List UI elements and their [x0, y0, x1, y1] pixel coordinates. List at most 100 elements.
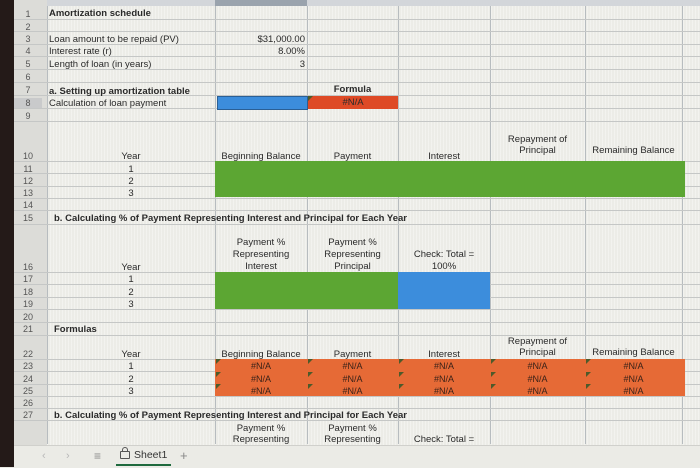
row-number[interactable]: 18 — [22, 287, 33, 297]
section-b-heading[interactable]: b. Calculating % of Payment Representing… — [54, 213, 408, 224]
remaining-balance-header[interactable]: Remaining Balance — [592, 145, 675, 156]
formulas-interest-pct-line1[interactable]: Payment % — [236, 423, 286, 434]
formula-header[interactable]: Formula — [333, 84, 372, 95]
formulas-section-b-heading[interactable]: b. Calculating % of Payment Representing… — [54, 410, 408, 421]
sheet-tab-sheet1[interactable]: Sheet1 — [116, 447, 172, 466]
row-number[interactable]: 13 — [22, 188, 33, 198]
section-b-year-value[interactable]: 1 — [128, 274, 134, 285]
column-header-bar[interactable] — [14, 0, 700, 6]
formula-cell[interactable]: #N/A — [433, 361, 454, 371]
amortization-answer-range[interactable] — [215, 161, 685, 197]
formula-cell[interactable]: #N/A — [433, 386, 454, 396]
year-value[interactable]: 2 — [128, 176, 134, 187]
formulas-repayment-header-line2[interactable]: Principal — [519, 347, 556, 358]
principal-pct-header-line3[interactable]: Principal — [334, 261, 371, 272]
formulas-year-value[interactable]: 3 — [128, 386, 134, 397]
row-number[interactable]: 7 — [25, 85, 31, 95]
sheet-title[interactable]: Amortization schedule — [49, 8, 151, 19]
formula-cell[interactable]: #N/A — [527, 386, 548, 396]
length-label[interactable]: Length of loan (in years) — [49, 59, 152, 70]
formulas-heading[interactable]: Formulas — [54, 324, 97, 335]
sheet-list-menu-icon[interactable]: ≡ — [94, 449, 102, 463]
spreadsheet-grid[interactable]: 1 2 3 4 5 6 7 8 9 10 11 12 13 14 15 16 1… — [14, 0, 700, 445]
next-sheet-icon[interactable]: › — [66, 450, 70, 462]
row-number[interactable]: 1 — [25, 9, 31, 19]
rate-label[interactable]: Interest rate (r) — [49, 46, 112, 57]
section-b-year-header[interactable]: Year — [121, 262, 141, 273]
formula-cell[interactable]: #N/A — [623, 374, 644, 384]
interest-pct-header-line2[interactable]: Representing — [232, 249, 290, 260]
add-sheet-icon[interactable]: + — [180, 448, 188, 463]
rate-value[interactable]: 8.00% — [278, 46, 305, 57]
year-header[interactable]: Year — [121, 151, 141, 162]
interest-header[interactable]: Interest — [428, 151, 460, 162]
beginning-balance-header[interactable]: Beginning Balance — [221, 151, 301, 162]
repayment-header-line2[interactable]: Principal — [519, 145, 556, 156]
row-number[interactable]: 12 — [22, 176, 33, 186]
row-number[interactable]: 20 — [22, 312, 33, 322]
row-number[interactable]: 25 — [22, 386, 33, 396]
row-number[interactable]: 26 — [22, 398, 33, 408]
row-number[interactable]: 4 — [25, 46, 31, 56]
column-b-header-selected[interactable] — [215, 0, 307, 6]
formulas-year-header[interactable]: Year — [121, 349, 141, 360]
formulas-remaining-balance-header[interactable]: Remaining Balance — [592, 347, 675, 358]
section-b-year-value[interactable]: 2 — [128, 287, 134, 298]
formula-cell[interactable]: #N/A — [250, 361, 271, 371]
row-number[interactable]: 17 — [22, 274, 33, 284]
formulas-check-line1[interactable]: Check: Total = — [413, 434, 475, 445]
row-number[interactable]: 21 — [22, 324, 33, 334]
payment-header[interactable]: Payment — [333, 151, 372, 162]
interest-pct-header-line3[interactable]: Interest — [245, 261, 277, 272]
row-number[interactable]: 24 — [22, 374, 33, 384]
row-number[interactable]: 11 — [23, 164, 33, 174]
row-number[interactable]: 27 — [22, 410, 33, 420]
interest-pct-header-line1[interactable]: Payment % — [236, 237, 286, 248]
formulas-beginning-balance-header[interactable]: Beginning Balance — [221, 349, 301, 360]
year-value[interactable]: 3 — [128, 188, 134, 199]
formulas-principal-pct-line1[interactable]: Payment % — [328, 423, 377, 434]
formula-cell[interactable]: #N/A — [250, 386, 271, 396]
formulas-repayment-header-line1[interactable]: Repayment of — [507, 336, 568, 347]
percentage-answer-range[interactable] — [215, 272, 398, 309]
formula-error-cell[interactable]: #N/A — [308, 96, 398, 109]
formula-cell[interactable]: #N/A — [623, 361, 644, 371]
row-number[interactable]: 14 — [22, 200, 33, 210]
pv-value[interactable]: $31,000.00 — [257, 34, 305, 45]
principal-pct-header-line2[interactable]: Representing — [324, 249, 381, 260]
repayment-header-line1[interactable]: Repayment of — [507, 134, 568, 145]
formula-cell[interactable]: #N/A — [342, 361, 363, 371]
row-number[interactable]: 9 — [25, 111, 31, 121]
row-number[interactable]: 19 — [22, 299, 33, 309]
check-header-line1[interactable]: Check: Total = — [413, 249, 475, 260]
section-b-year-value[interactable]: 3 — [128, 299, 134, 310]
row-number[interactable]: 8 — [14, 98, 42, 108]
row-number[interactable]: 10 — [22, 151, 33, 161]
loan-payment-input-cell[interactable] — [217, 96, 308, 110]
check-header-line2[interactable]: 100% — [431, 261, 457, 272]
formulas-interest-pct-line2[interactable]: Representing — [232, 434, 290, 445]
formulas-year-value[interactable]: 2 — [128, 374, 134, 385]
formulas-error-range[interactable] — [215, 359, 685, 396]
row-number[interactable]: 23 — [22, 361, 33, 371]
formula-cell[interactable]: #N/A — [250, 374, 271, 384]
row-number[interactable]: 16 — [22, 262, 33, 272]
formula-cell[interactable]: #N/A — [342, 374, 363, 384]
row-header-column[interactable] — [14, 0, 47, 445]
row-number[interactable]: 22 — [22, 349, 33, 359]
formulas-payment-header[interactable]: Payment — [333, 349, 372, 360]
year-value[interactable]: 1 — [128, 164, 134, 175]
row-number[interactable]: 3 — [25, 34, 31, 44]
formula-cell[interactable]: #N/A — [433, 374, 454, 384]
pv-label[interactable]: Loan amount to be repaid (PV) — [49, 34, 179, 45]
formulas-interest-header[interactable]: Interest — [428, 349, 460, 360]
row-number[interactable]: 5 — [25, 59, 31, 69]
section-a-heading[interactable]: a. Setting up amortization table — [49, 86, 190, 97]
formulas-principal-pct-line2[interactable]: Representing — [324, 434, 381, 445]
row-number[interactable]: 6 — [25, 72, 31, 82]
formula-cell[interactable]: #N/A — [527, 374, 548, 384]
formula-cell[interactable]: #N/A — [342, 386, 363, 396]
row-number[interactable]: 15 — [22, 213, 33, 223]
check-total-range[interactable] — [398, 272, 490, 309]
row-number[interactable]: 2 — [25, 22, 31, 32]
